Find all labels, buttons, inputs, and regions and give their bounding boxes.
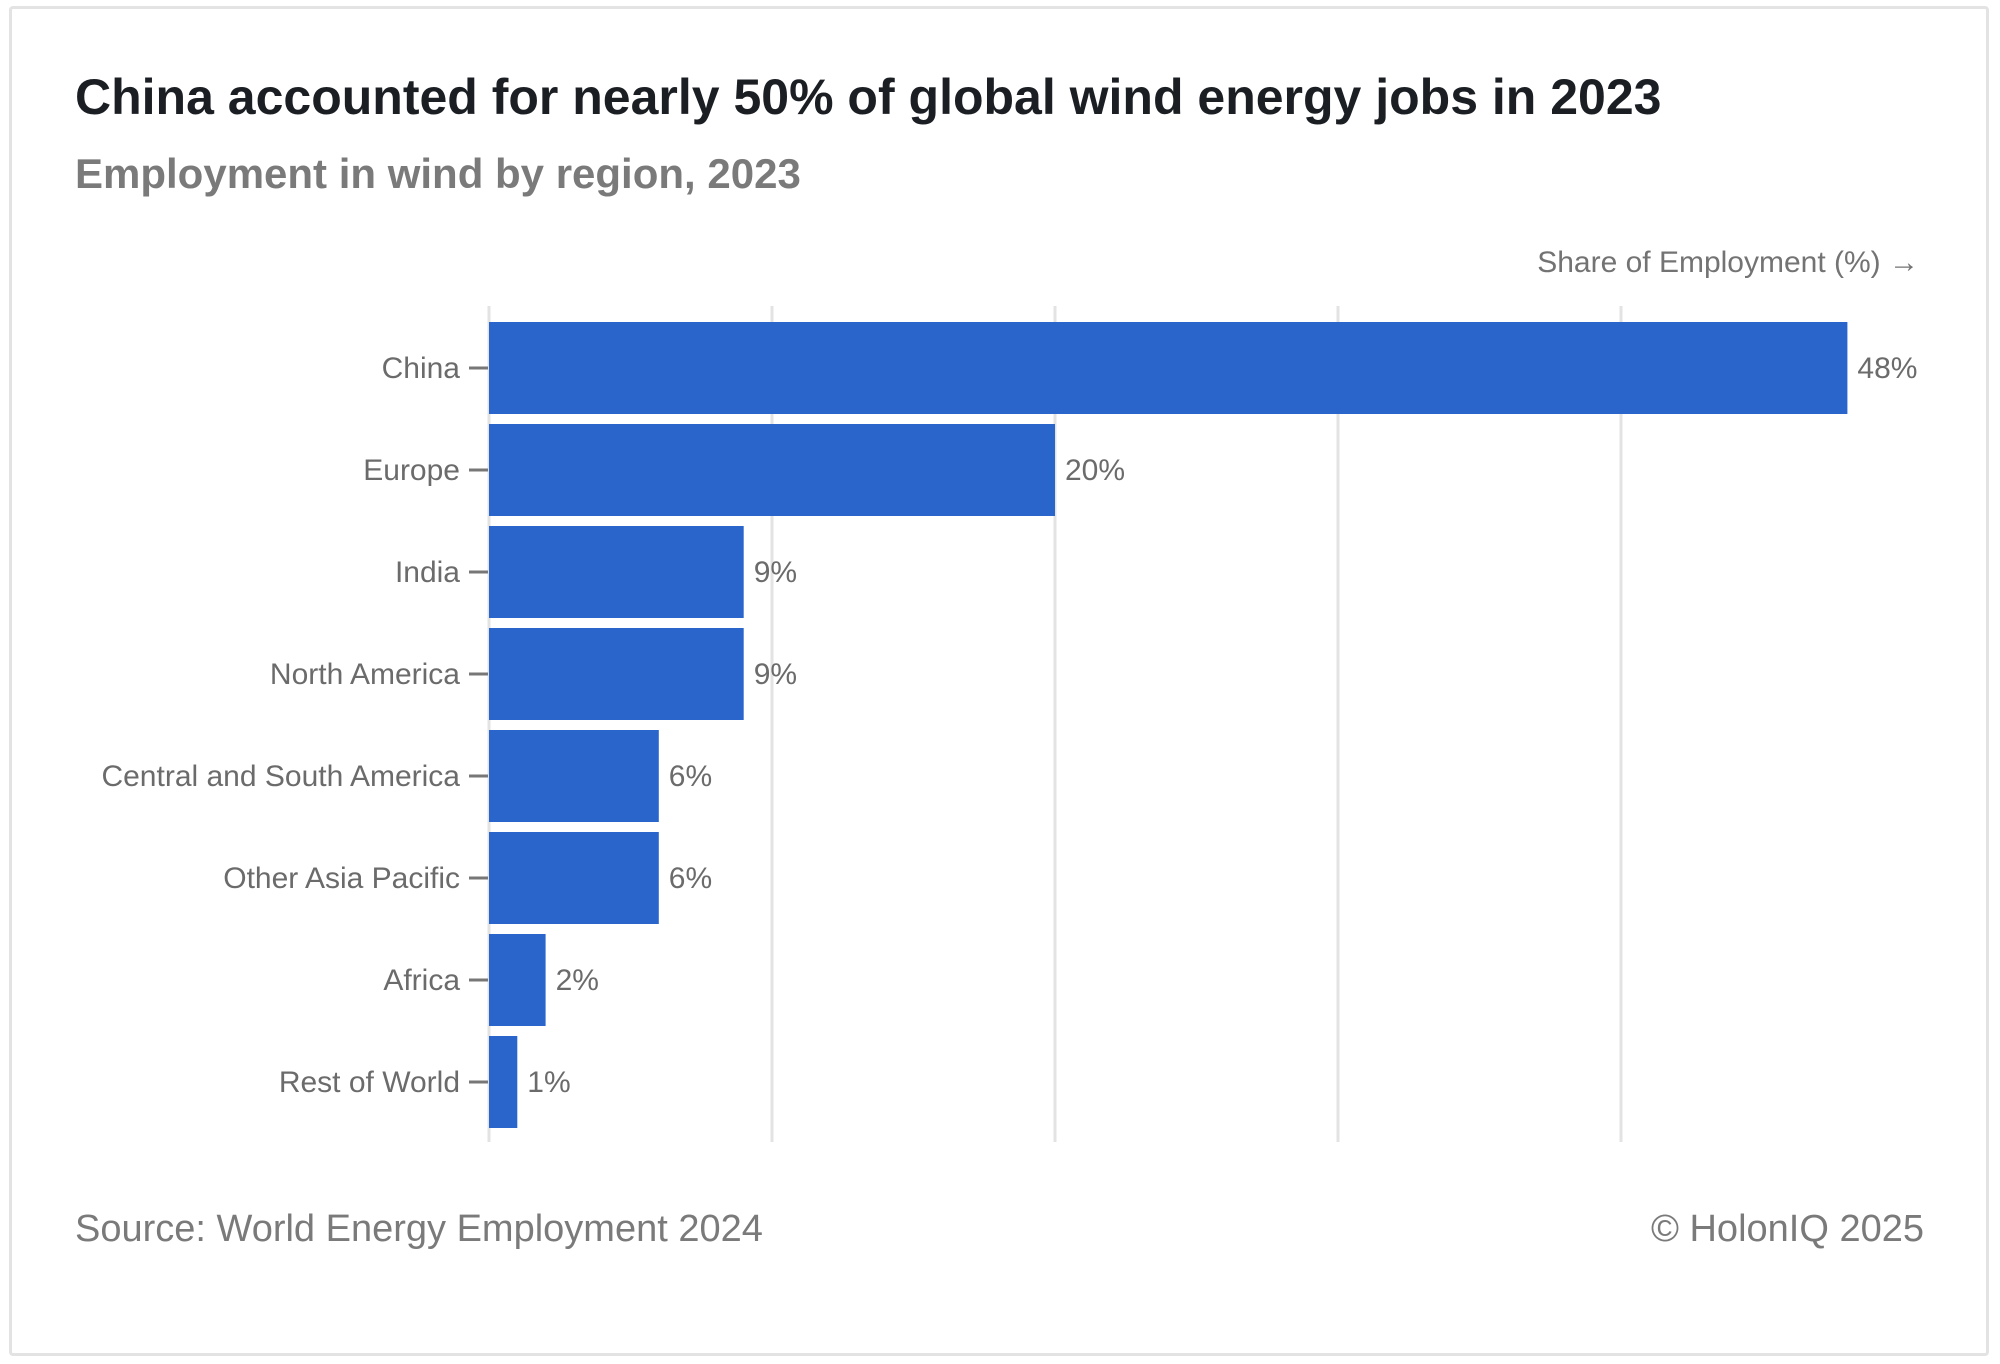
bar (489, 322, 1848, 414)
source-note: Source: World Energy Employment 2024 (75, 1208, 763, 1250)
chart-card (9, 6, 1989, 1356)
bar (489, 934, 546, 1026)
copyright-note: © HolonIQ 2025 (1650, 1208, 1924, 1250)
data-label: 48% (1857, 352, 1917, 385)
category-label: North America (270, 658, 460, 691)
category-label: Africa (383, 964, 460, 997)
bar (489, 424, 1055, 516)
bar (489, 730, 659, 822)
category-label: Central and South America (101, 760, 460, 793)
chart-title: China accounted for nearly 50% of global… (75, 69, 1662, 125)
category-label: Rest of World (279, 1066, 460, 1099)
data-label: 9% (754, 658, 797, 691)
data-label: 2% (556, 964, 599, 997)
data-label: 9% (754, 556, 797, 589)
data-label: 20% (1065, 454, 1125, 487)
category-label: Europe (363, 454, 460, 487)
labels: China 48% Europe 20% India 9% North America 9% C… (101, 352, 1917, 1099)
data-label: 1% (527, 1066, 570, 1099)
data-label: 6% (669, 862, 712, 895)
bar (489, 832, 659, 924)
category-label: China (382, 352, 461, 385)
x-axis-label: Share of Employment (%) → (1537, 246, 1919, 279)
data-label: 6% (669, 760, 712, 793)
category-label: India (395, 556, 460, 589)
bars (489, 322, 1848, 1128)
chart-subtitle: Employment in wind by region, 2023 (75, 150, 801, 197)
bar (489, 526, 744, 618)
bar (489, 1036, 518, 1128)
category-label: Other Asia Pacific (223, 862, 460, 895)
bar (489, 628, 744, 720)
